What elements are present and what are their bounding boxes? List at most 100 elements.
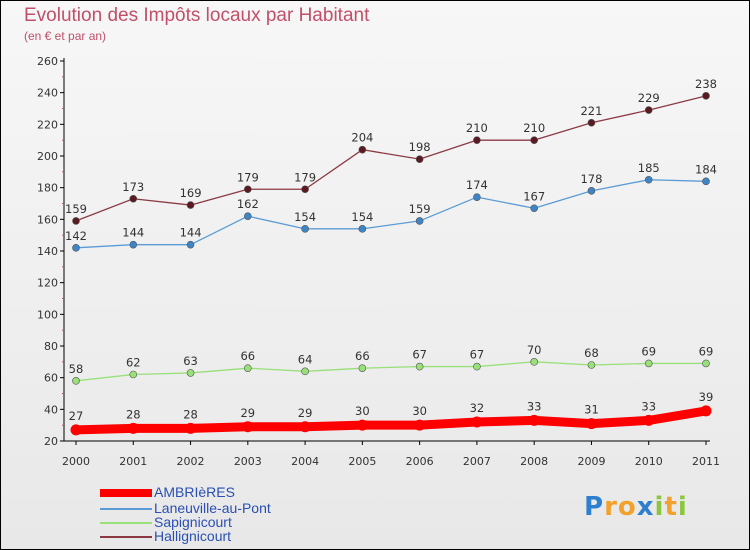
series-line-laneuville-au-pont bbox=[75, 179, 707, 249]
data-label-laneuville-au-pont: 154 bbox=[294, 210, 316, 224]
logo-letter: i bbox=[654, 492, 665, 522]
data-point-ambri-res bbox=[127, 422, 139, 434]
legend-swatch-ambrieres bbox=[100, 489, 152, 497]
chart-subtitle: (en € et par an) bbox=[24, 29, 107, 43]
x-tick-label: 2011 bbox=[692, 455, 720, 468]
data-point-ambri-res bbox=[299, 421, 311, 433]
data-point-sapignicourt bbox=[644, 359, 653, 368]
data-point-ambri-res bbox=[356, 419, 368, 431]
data-label-hallignicourt: 198 bbox=[409, 140, 431, 154]
data-point-ambri-res bbox=[185, 422, 197, 434]
chart-title: Evolution des Impôts locaux par Habitant bbox=[24, 5, 370, 26]
data-label-laneuville-au-pont: 167 bbox=[523, 189, 545, 203]
data-label-hallignicourt: 229 bbox=[638, 91, 660, 105]
data-point-sapignicourt bbox=[129, 370, 138, 379]
data-label-hallignicourt: 221 bbox=[580, 104, 602, 118]
logo-letter: P bbox=[584, 492, 605, 522]
data-label-laneuville-au-pont: 142 bbox=[65, 229, 87, 243]
data-point-ambri-res bbox=[414, 419, 426, 431]
x-tick-label: 2003 bbox=[234, 455, 262, 468]
y-tick-label: 120 bbox=[37, 277, 58, 290]
data-point-laneuville-au-pont bbox=[530, 204, 538, 213]
data-point-sapignicourt bbox=[244, 364, 252, 372]
data-point-sapignicourt bbox=[415, 362, 424, 371]
legend-swatch-laneuville bbox=[100, 508, 152, 510]
data-label-ambri-res: 33 bbox=[527, 399, 542, 413]
series-line-sapignicourt bbox=[75, 361, 707, 382]
data-point-laneuville-au-pont bbox=[415, 217, 424, 225]
data-point-laneuville-au-pont bbox=[702, 177, 710, 186]
data-label-laneuville-au-pont: 154 bbox=[351, 210, 373, 224]
data-point-hallignicourt bbox=[186, 201, 195, 209]
x-tick-label: 2001 bbox=[119, 455, 147, 468]
data-label-ambri-res: 29 bbox=[240, 406, 255, 420]
data-point-hallignicourt bbox=[129, 194, 138, 203]
data-point-laneuville-au-pont bbox=[244, 212, 252, 220]
data-point-hallignicourt bbox=[72, 217, 80, 225]
data-point-laneuville-au-pont bbox=[186, 240, 195, 249]
data-label-ambri-res: 28 bbox=[126, 407, 141, 421]
data-label-sapignicourt: 63 bbox=[183, 354, 198, 368]
data-point-hallignicourt bbox=[358, 145, 367, 154]
logo-letter: t bbox=[664, 492, 678, 522]
y-tick-label: 260 bbox=[37, 55, 58, 68]
data-label-sapignicourt: 66 bbox=[240, 349, 255, 363]
data-label-hallignicourt: 179 bbox=[294, 170, 316, 184]
data-point-laneuville-au-pont bbox=[129, 240, 138, 249]
x-tick-label: 2008 bbox=[520, 455, 548, 468]
data-point-hallignicourt bbox=[415, 155, 424, 163]
y-tick-label: 80 bbox=[44, 340, 58, 353]
data-point-laneuville-au-pont bbox=[473, 193, 481, 201]
proxiti-logo: Proxiti bbox=[584, 492, 688, 522]
y-tick-label: 100 bbox=[37, 308, 58, 321]
data-point-laneuville-au-pont bbox=[72, 244, 80, 252]
data-point-ambri-res bbox=[70, 424, 82, 436]
data-label-ambri-res: 31 bbox=[584, 403, 599, 417]
legend-swatch-sapignicourt bbox=[100, 522, 152, 524]
data-label-hallignicourt: 210 bbox=[523, 121, 545, 135]
data-label-sapignicourt: 69 bbox=[699, 344, 714, 358]
data-point-sapignicourt bbox=[186, 369, 195, 377]
data-label-laneuville-au-pont: 159 bbox=[409, 202, 431, 216]
data-label-sapignicourt: 67 bbox=[412, 348, 427, 362]
legend-label-sapignicourt: Sapignicourt bbox=[154, 514, 232, 530]
logo-letter: x bbox=[636, 492, 655, 522]
x-tick-label: 2002 bbox=[177, 455, 205, 468]
data-label-sapignicourt: 66 bbox=[355, 349, 370, 363]
data-point-sapignicourt bbox=[72, 377, 80, 385]
data-label-hallignicourt: 173 bbox=[122, 180, 144, 194]
data-point-sapignicourt bbox=[301, 367, 309, 376]
y-tick-label: 180 bbox=[37, 182, 58, 195]
series-line-hallignicourt bbox=[75, 95, 707, 222]
data-point-sapignicourt bbox=[530, 358, 538, 366]
series-line-ambri-res bbox=[71, 406, 711, 435]
data-label-laneuville-au-pont: 144 bbox=[180, 226, 202, 240]
data-label-hallignicourt: 159 bbox=[65, 202, 87, 216]
logo-letter: i bbox=[677, 492, 688, 522]
data-point-laneuville-au-pont bbox=[301, 225, 309, 233]
data-label-hallignicourt: 238 bbox=[695, 77, 717, 91]
data-point-sapignicourt bbox=[702, 359, 710, 368]
data-point-hallignicourt bbox=[702, 92, 710, 100]
data-label-hallignicourt: 210 bbox=[466, 121, 488, 135]
data-label-ambri-res: 30 bbox=[355, 404, 370, 418]
data-label-laneuville-au-pont: 144 bbox=[122, 226, 144, 240]
x-tick-label: 2010 bbox=[635, 455, 663, 468]
x-tick-label: 2004 bbox=[291, 455, 319, 468]
data-label-sapignicourt: 67 bbox=[470, 348, 485, 362]
data-label-laneuville-au-pont: 185 bbox=[638, 161, 660, 175]
data-label-ambri-res: 32 bbox=[470, 401, 485, 415]
data-label-ambri-res: 27 bbox=[69, 409, 84, 423]
data-label-laneuville-au-pont: 174 bbox=[466, 178, 488, 192]
data-point-laneuville-au-pont bbox=[587, 187, 596, 195]
x-tick-label: 2005 bbox=[348, 455, 376, 468]
x-tick-label: 2007 bbox=[463, 455, 491, 468]
logo-letter: o bbox=[617, 492, 637, 522]
data-label-sapignicourt: 64 bbox=[298, 352, 313, 366]
data-label-ambri-res: 28 bbox=[183, 407, 198, 421]
data-label-ambri-res: 30 bbox=[412, 404, 427, 418]
data-point-hallignicourt bbox=[244, 185, 252, 194]
y-tick-label: 240 bbox=[37, 87, 58, 100]
data-point-ambri-res bbox=[528, 414, 540, 426]
